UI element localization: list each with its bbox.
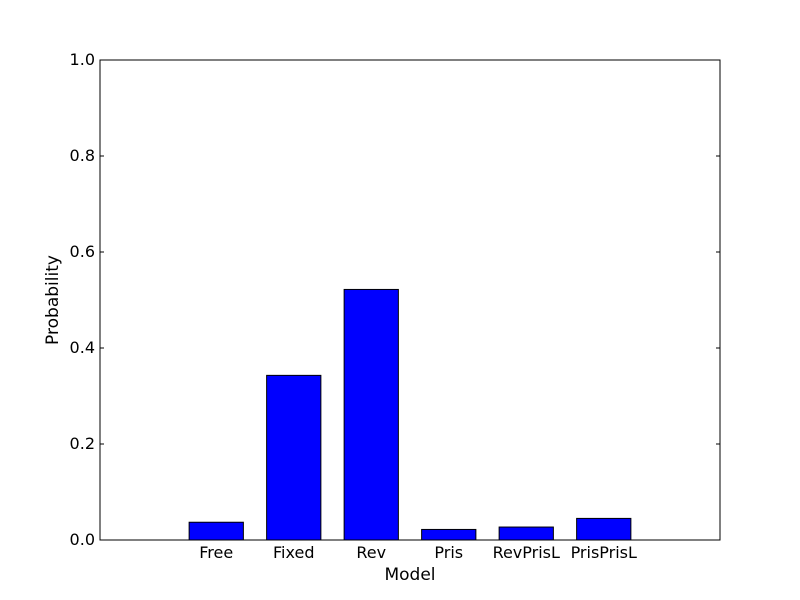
y-tick-label-3: 0.6	[70, 242, 95, 261]
y-axis-label: Probability	[43, 255, 63, 345]
y-tick-label-2: 0.4	[70, 338, 95, 357]
bar-pris	[421, 528, 477, 541]
bar-free	[188, 521, 244, 541]
ticks-group	[100, 59, 720, 541]
bar-fixed	[266, 374, 322, 541]
bar-rev	[343, 288, 399, 541]
y-tick-label-1: 0.2	[70, 434, 95, 453]
bar-revprisl	[498, 526, 554, 541]
x-tick-label-revprisl: RevPrisL	[493, 543, 560, 562]
x-tick-label-prisprisl: PrisPrisL	[571, 543, 637, 562]
x-tick-label-fixed: Fixed	[273, 543, 314, 562]
x-tick-label-rev: Rev	[356, 543, 386, 562]
y-tick-labels: 0.0 0.2 0.4 0.6 0.8 1.0	[70, 50, 95, 549]
plot-frame	[99, 59, 721, 541]
x-tick-labels: Free Fixed Rev Pris RevPrisL PrisPrisL	[199, 543, 637, 562]
x-tick-label-pris: Pris	[434, 543, 463, 562]
y-tick-label-4: 0.8	[70, 146, 95, 165]
y-tick-label-0: 0.0	[70, 530, 95, 549]
y-tick-label-5: 1.0	[70, 50, 95, 69]
x-tick-label-free: Free	[199, 543, 233, 562]
x-axis-label: Model	[384, 565, 435, 585]
bars-group	[188, 288, 632, 541]
bar-prisprisl	[576, 517, 632, 541]
